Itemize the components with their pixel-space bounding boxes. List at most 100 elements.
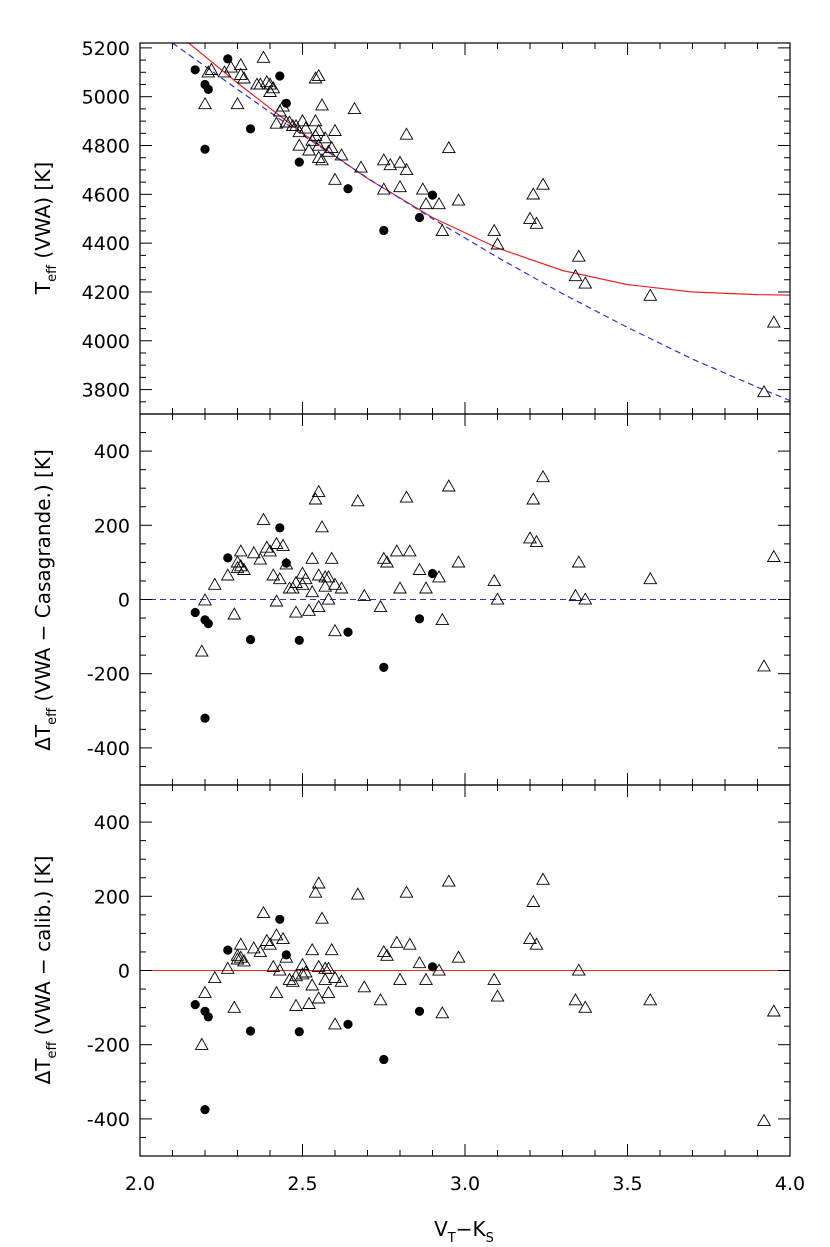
filled-circle-point [343,627,353,637]
open-triangle-point [266,81,281,94]
y-axis-title-top: Teff (VWA) [K] [31,162,60,295]
open-triangle-point [269,536,284,549]
open-triangle-point [233,937,248,950]
filled-circle-point [294,157,304,167]
open-triangle-point [578,1000,593,1013]
y-axis-title-bottom: ΔTeff (VWA − calib.) [K] [31,856,60,1085]
open-triangle-point [757,659,771,672]
plot-area [140,469,790,723]
open-triangle-point [419,581,433,594]
y-axis-title-middle: ΔTeff (VWA − Casagrande.) [K] [31,449,60,751]
filled-circle-point [343,184,353,194]
open-triangle-point [321,570,336,583]
open-triangle-point [266,568,281,581]
y-tick-label: -400 [87,1109,130,1131]
open-triangle-point [334,148,349,161]
open-triangle-point [451,193,466,206]
open-triangle-point [230,96,245,110]
open-triangle-point [237,954,251,967]
open-triangle-point [399,127,414,140]
open-triangle-point [357,588,372,601]
open-triangle-point [233,558,248,572]
filled-circle-point [190,1000,200,1010]
open-triangle-point [347,101,362,115]
open-triangle-point [523,531,537,544]
open-triangle-point [490,592,505,605]
y-tick-label: 400 [94,812,130,834]
open-triangle-point [298,571,313,585]
open-triangle-point [311,568,326,581]
open-triangle-point [578,276,593,289]
open-triangle-point [441,479,456,492]
filled-circle-point [281,950,291,960]
open-triangle-point [376,182,391,195]
open-triangle-point [256,905,271,919]
filled-circle-point [200,713,210,723]
open-triangle-point [321,144,336,157]
open-triangle-point [324,140,339,154]
open-triangle-point [315,520,329,533]
filled-circle-point [223,54,233,64]
open-triangle-point [302,603,316,616]
y-tick-label: -200 [87,1035,130,1057]
open-triangle-point [253,77,268,90]
y-tick-label: 4800 [82,136,130,158]
filled-circle-point [379,1054,389,1065]
open-triangle-point [311,123,326,136]
open-triangle-point [276,931,290,945]
open-triangle-point [201,65,216,78]
y-tick-label: 200 [94,515,130,537]
open-triangle-point [526,187,541,200]
open-triangle-point [526,894,541,907]
open-triangle-point [311,876,326,889]
open-triangle-point [419,196,433,210]
open-triangle-point [308,885,323,898]
filled-circle-point [223,553,233,563]
open-triangle-point [766,315,781,328]
open-triangle-point [230,555,245,568]
open-triangle-point [318,579,333,592]
plot-area [172,43,790,402]
open-triangle-point [328,1017,342,1030]
open-triangle-point [272,571,287,585]
open-triangle-point [321,592,336,605]
open-triangle-point [328,623,342,637]
open-triangle-point [399,162,414,176]
open-triangle-point [568,268,583,282]
filled-circle-point [203,1012,213,1022]
open-triangle-point [298,965,313,978]
open-triangle-point [311,599,326,613]
open-triangle-point [292,138,307,151]
open-triangle-point [324,551,339,564]
open-triangle-point [269,985,284,998]
open-triangle-point [757,1113,771,1126]
open-triangle-point [328,172,342,185]
open-triangle-point [305,551,320,564]
open-triangle-point [276,538,290,551]
y-tick-label: 400 [94,441,130,463]
filled-circle-point [245,1026,256,1036]
open-triangle-point [318,972,333,985]
open-triangle-point [207,577,222,590]
panel-middle-delta-casagrande: -400 -200 0 200 400 [87,413,791,786]
open-triangle-point [230,948,245,961]
filled-circle-point [281,558,291,568]
y-tick-label: 0 [118,590,130,612]
open-triangle-point [389,935,404,948]
open-triangle-point [328,577,342,590]
open-triangle-point [376,551,391,564]
open-triangle-point [766,549,781,562]
open-triangle-point [389,544,404,557]
open-triangle-point [198,96,212,110]
open-triangle-point [571,249,586,262]
open-triangle-point [269,594,284,607]
open-triangle-point [373,599,388,613]
open-triangle-point [419,972,433,985]
open-triangle-point [350,887,365,900]
open-triangle-point [441,874,456,887]
x-axis-title: VT−KS [434,1217,494,1246]
filled-circle-point [275,914,285,924]
open-triangle-point [490,989,505,1002]
open-triangle-point [432,963,446,976]
open-triangle-point [276,99,290,112]
